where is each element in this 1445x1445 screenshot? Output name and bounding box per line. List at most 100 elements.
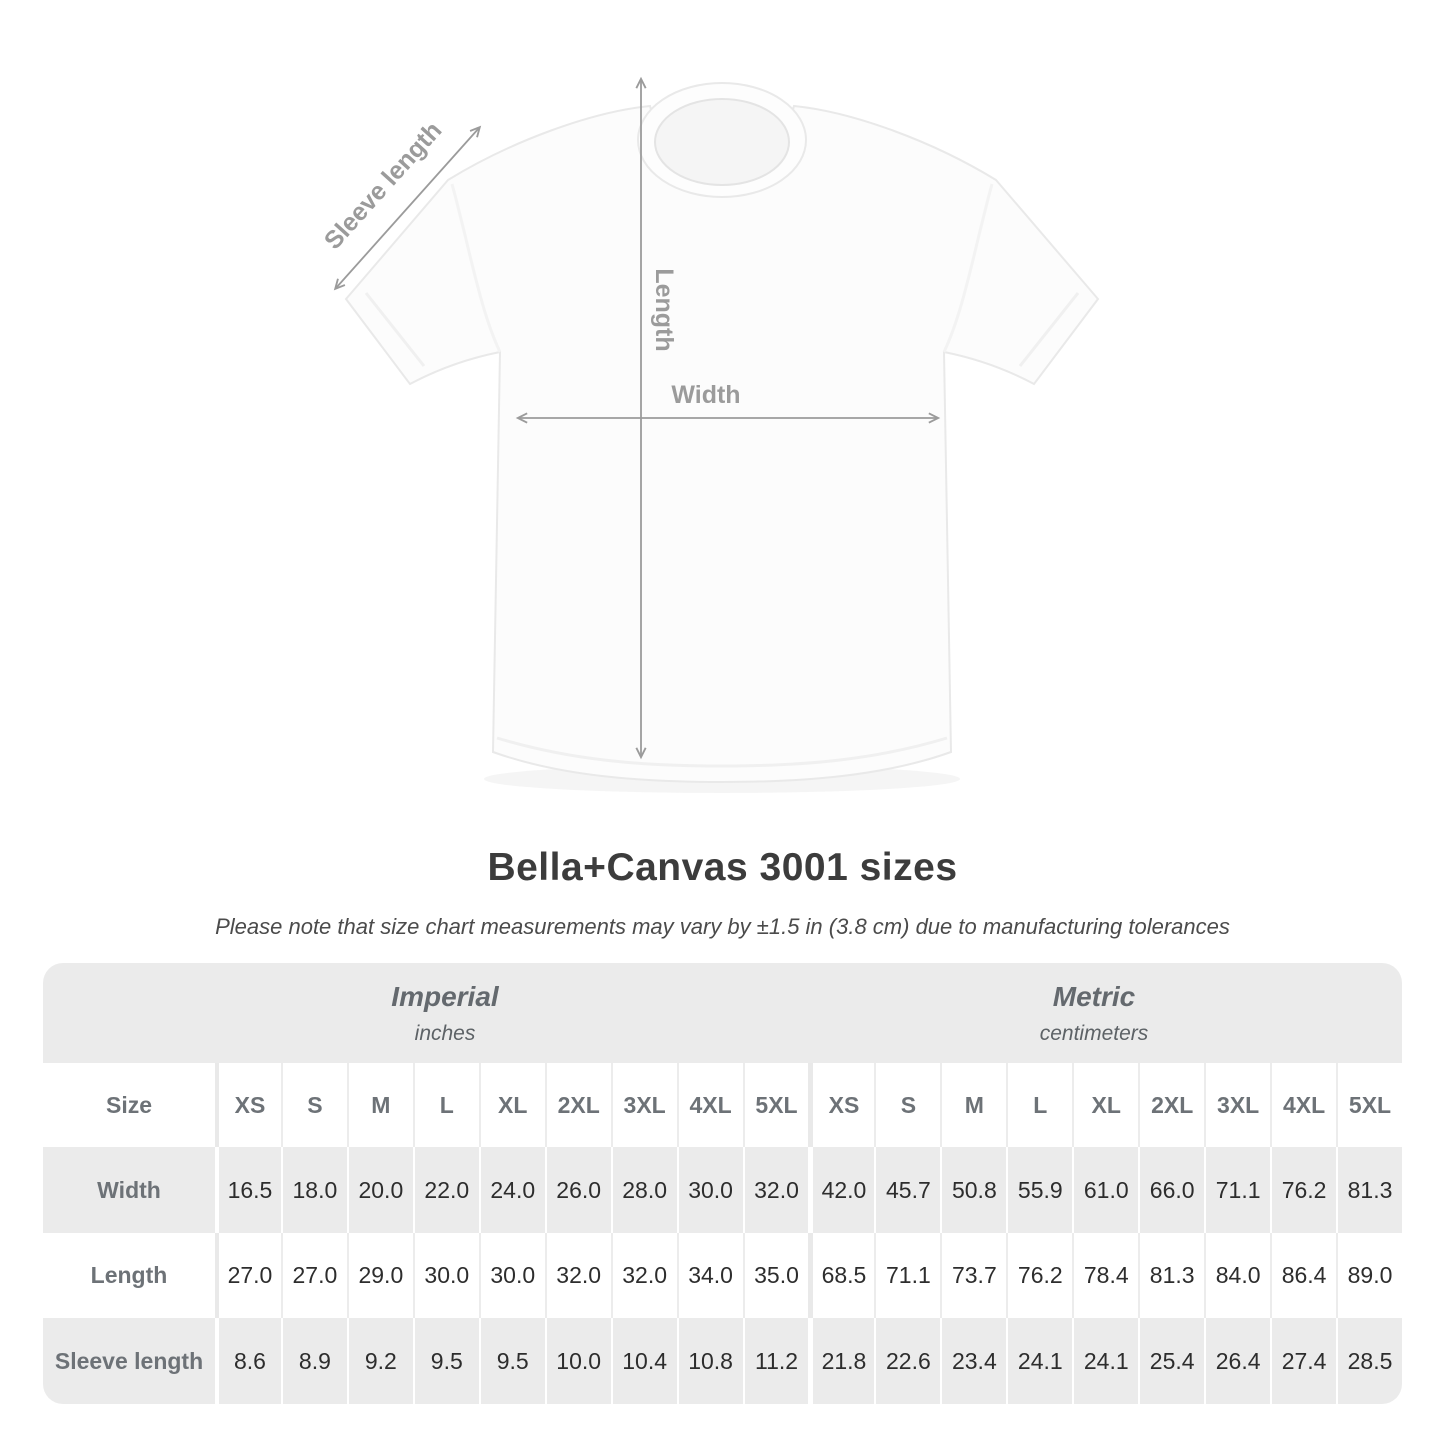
sleeve-metric-xl: 24.1 <box>1072 1318 1138 1404</box>
length-metric-4xl: 86.4 <box>1270 1233 1336 1318</box>
left-sleeve-seam <box>364 292 426 367</box>
metric-group-header: Metric centimeters <box>1040 963 1149 1063</box>
size-tolerance-note: Please note that size chart measurements… <box>215 914 1230 939</box>
size-header-metric-xs: XS <box>808 1063 874 1147</box>
width-imperial-5xl: 32.0 <box>742 1147 809 1233</box>
width-metric-5xl: 81.3 <box>1336 1147 1402 1233</box>
sleeve-imperial-2xl: 10.0 <box>544 1318 611 1404</box>
sleeve-length-row: Sleeve length 8.6 8.9 9.2 9.5 9.5 10.0 1… <box>43 1318 1402 1404</box>
length-imperial-xl: 30.0 <box>478 1233 545 1318</box>
width-label: Width <box>671 381 740 409</box>
width-row: Width 16.5 18.0 20.0 22.0 24.0 26.0 28.0… <box>43 1147 1402 1233</box>
right-armhole-seam <box>942 183 994 353</box>
sleeve-imperial-xs: 8.6 <box>215 1318 281 1404</box>
sleeve-metric-5xl: 28.5 <box>1336 1318 1402 1404</box>
size-header-row: Size XS S M L XL 2XL 3XL 4XL 5XL XS S M … <box>43 1063 1402 1147</box>
size-header-metric-l: L <box>1006 1063 1072 1147</box>
sleeve-imperial-l: 9.5 <box>412 1318 479 1404</box>
width-metric-xs: 42.0 <box>808 1147 874 1233</box>
sleeve-imperial-3xl: 10.4 <box>610 1318 677 1404</box>
length-metric-xl: 78.4 <box>1072 1233 1138 1318</box>
size-header-imperial-m: M <box>346 1063 413 1147</box>
width-metric-l: 55.9 <box>1006 1147 1072 1233</box>
length-imperial-4xl: 34.0 <box>676 1233 743 1318</box>
width-imperial-4xl: 30.0 <box>676 1147 743 1233</box>
size-header-imperial-2xl: 2XL <box>544 1063 611 1147</box>
length-row-label: Length <box>90 1262 168 1288</box>
length-imperial-3xl: 32.0 <box>610 1233 677 1318</box>
sleeve-imperial-s: 8.9 <box>280 1318 347 1404</box>
right-sleeve-seam <box>1018 292 1080 367</box>
length-metric-s: 71.1 <box>874 1233 940 1318</box>
width-imperial-l: 22.0 <box>412 1147 479 1233</box>
sleeve-imperial-4xl: 10.8 <box>676 1318 743 1404</box>
width-imperial-xs: 16.5 <box>215 1147 281 1233</box>
page-title: Bella+Canvas 3001 sizes <box>487 846 958 889</box>
length-metric-3xl: 84.0 <box>1204 1233 1270 1318</box>
size-header-imperial-l: L <box>412 1063 479 1147</box>
unit-header-row: Imperial inches Metric centimeters <box>43 963 1402 1063</box>
length-metric-m: 73.7 <box>940 1233 1006 1318</box>
width-row-label: Width <box>97 1176 161 1203</box>
length-imperial-5xl: 35.0 <box>742 1233 809 1318</box>
sleeve-metric-l: 24.1 <box>1006 1318 1072 1404</box>
width-imperial-3xl: 28.0 <box>610 1147 677 1233</box>
size-table: Imperial inches Metric centimeters Size … <box>43 963 1402 1404</box>
tshirt-measurement-diagram: Length Width Sleeve length <box>318 76 1100 784</box>
length-label: Length <box>650 268 678 351</box>
imperial-group-header: Imperial inches <box>391 963 498 1063</box>
length-imperial-s: 27.0 <box>280 1233 347 1318</box>
size-header-metric-4xl: 4XL <box>1270 1063 1336 1147</box>
size-header-metric-2xl: 2XL <box>1138 1063 1204 1147</box>
imperial-unit: inches <box>414 1021 476 1045</box>
length-imperial-m: 29.0 <box>346 1233 413 1318</box>
sleeve-metric-xs: 21.8 <box>808 1318 874 1404</box>
size-header-imperial-4xl: 4XL <box>676 1063 743 1147</box>
width-metric-s: 45.7 <box>874 1147 940 1233</box>
sleeve-length-row-label: Sleeve length <box>54 1347 204 1374</box>
sleeve-metric-3xl: 26.4 <box>1204 1318 1270 1404</box>
sleeve-imperial-m: 9.2 <box>346 1318 413 1404</box>
length-metric-2xl: 81.3 <box>1138 1233 1204 1318</box>
length-imperial-2xl: 32.0 <box>544 1233 611 1318</box>
size-header-metric-xl: XL <box>1072 1063 1138 1147</box>
sleeve-imperial-5xl: 11.2 <box>742 1318 809 1404</box>
size-header-imperial-xl: XL <box>478 1063 545 1147</box>
width-metric-xl: 61.0 <box>1072 1147 1138 1233</box>
length-imperial-xs: 27.0 <box>215 1233 281 1318</box>
width-imperial-xl: 24.0 <box>478 1147 545 1233</box>
sleeve-metric-2xl: 25.4 <box>1138 1318 1204 1404</box>
length-imperial-l: 30.0 <box>412 1233 479 1318</box>
length-metric-l: 76.2 <box>1006 1233 1072 1318</box>
size-header-metric-m: M <box>940 1063 1006 1147</box>
metric-unit: centimeters <box>1039 1021 1149 1045</box>
tshirt-graphic: Length Width Sleeve length <box>318 76 1100 784</box>
sleeve-length-arrow <box>333 125 482 291</box>
length-metric-xs: 68.5 <box>808 1233 874 1318</box>
metric-label: Metric <box>1052 980 1136 1012</box>
size-header-imperial-3xl: 3XL <box>610 1063 677 1147</box>
imperial-label: Imperial <box>391 980 499 1012</box>
sleeve-metric-s: 22.6 <box>874 1318 940 1404</box>
sleeve-imperial-xl: 9.5 <box>478 1318 545 1404</box>
width-imperial-m: 20.0 <box>346 1147 413 1233</box>
sleeve-metric-m: 23.4 <box>940 1318 1006 1404</box>
tshirt-collar-inner <box>654 98 790 186</box>
size-header-metric-5xl: 5XL <box>1336 1063 1402 1147</box>
length-row: Length 27.0 27.0 29.0 30.0 30.0 32.0 32.… <box>43 1233 1402 1318</box>
hem-seam <box>496 736 948 768</box>
size-header-metric-s: S <box>874 1063 940 1147</box>
width-metric-m: 50.8 <box>940 1147 1006 1233</box>
size-header-imperial-s: S <box>280 1063 347 1147</box>
width-metric-2xl: 66.0 <box>1138 1147 1204 1233</box>
size-header-metric-3xl: 3XL <box>1204 1063 1270 1147</box>
width-imperial-s: 18.0 <box>280 1147 347 1233</box>
width-imperial-2xl: 26.0 <box>544 1147 611 1233</box>
width-metric-3xl: 71.1 <box>1204 1147 1270 1233</box>
length-metric-5xl: 89.0 <box>1336 1233 1402 1318</box>
sleeve-metric-4xl: 27.4 <box>1270 1318 1336 1404</box>
width-metric-4xl: 76.2 <box>1270 1147 1336 1233</box>
size-header-imperial-5xl: 5XL <box>742 1063 809 1147</box>
size-header-imperial-xs: XS <box>215 1063 281 1147</box>
size-column-header: Size <box>105 1091 153 1118</box>
